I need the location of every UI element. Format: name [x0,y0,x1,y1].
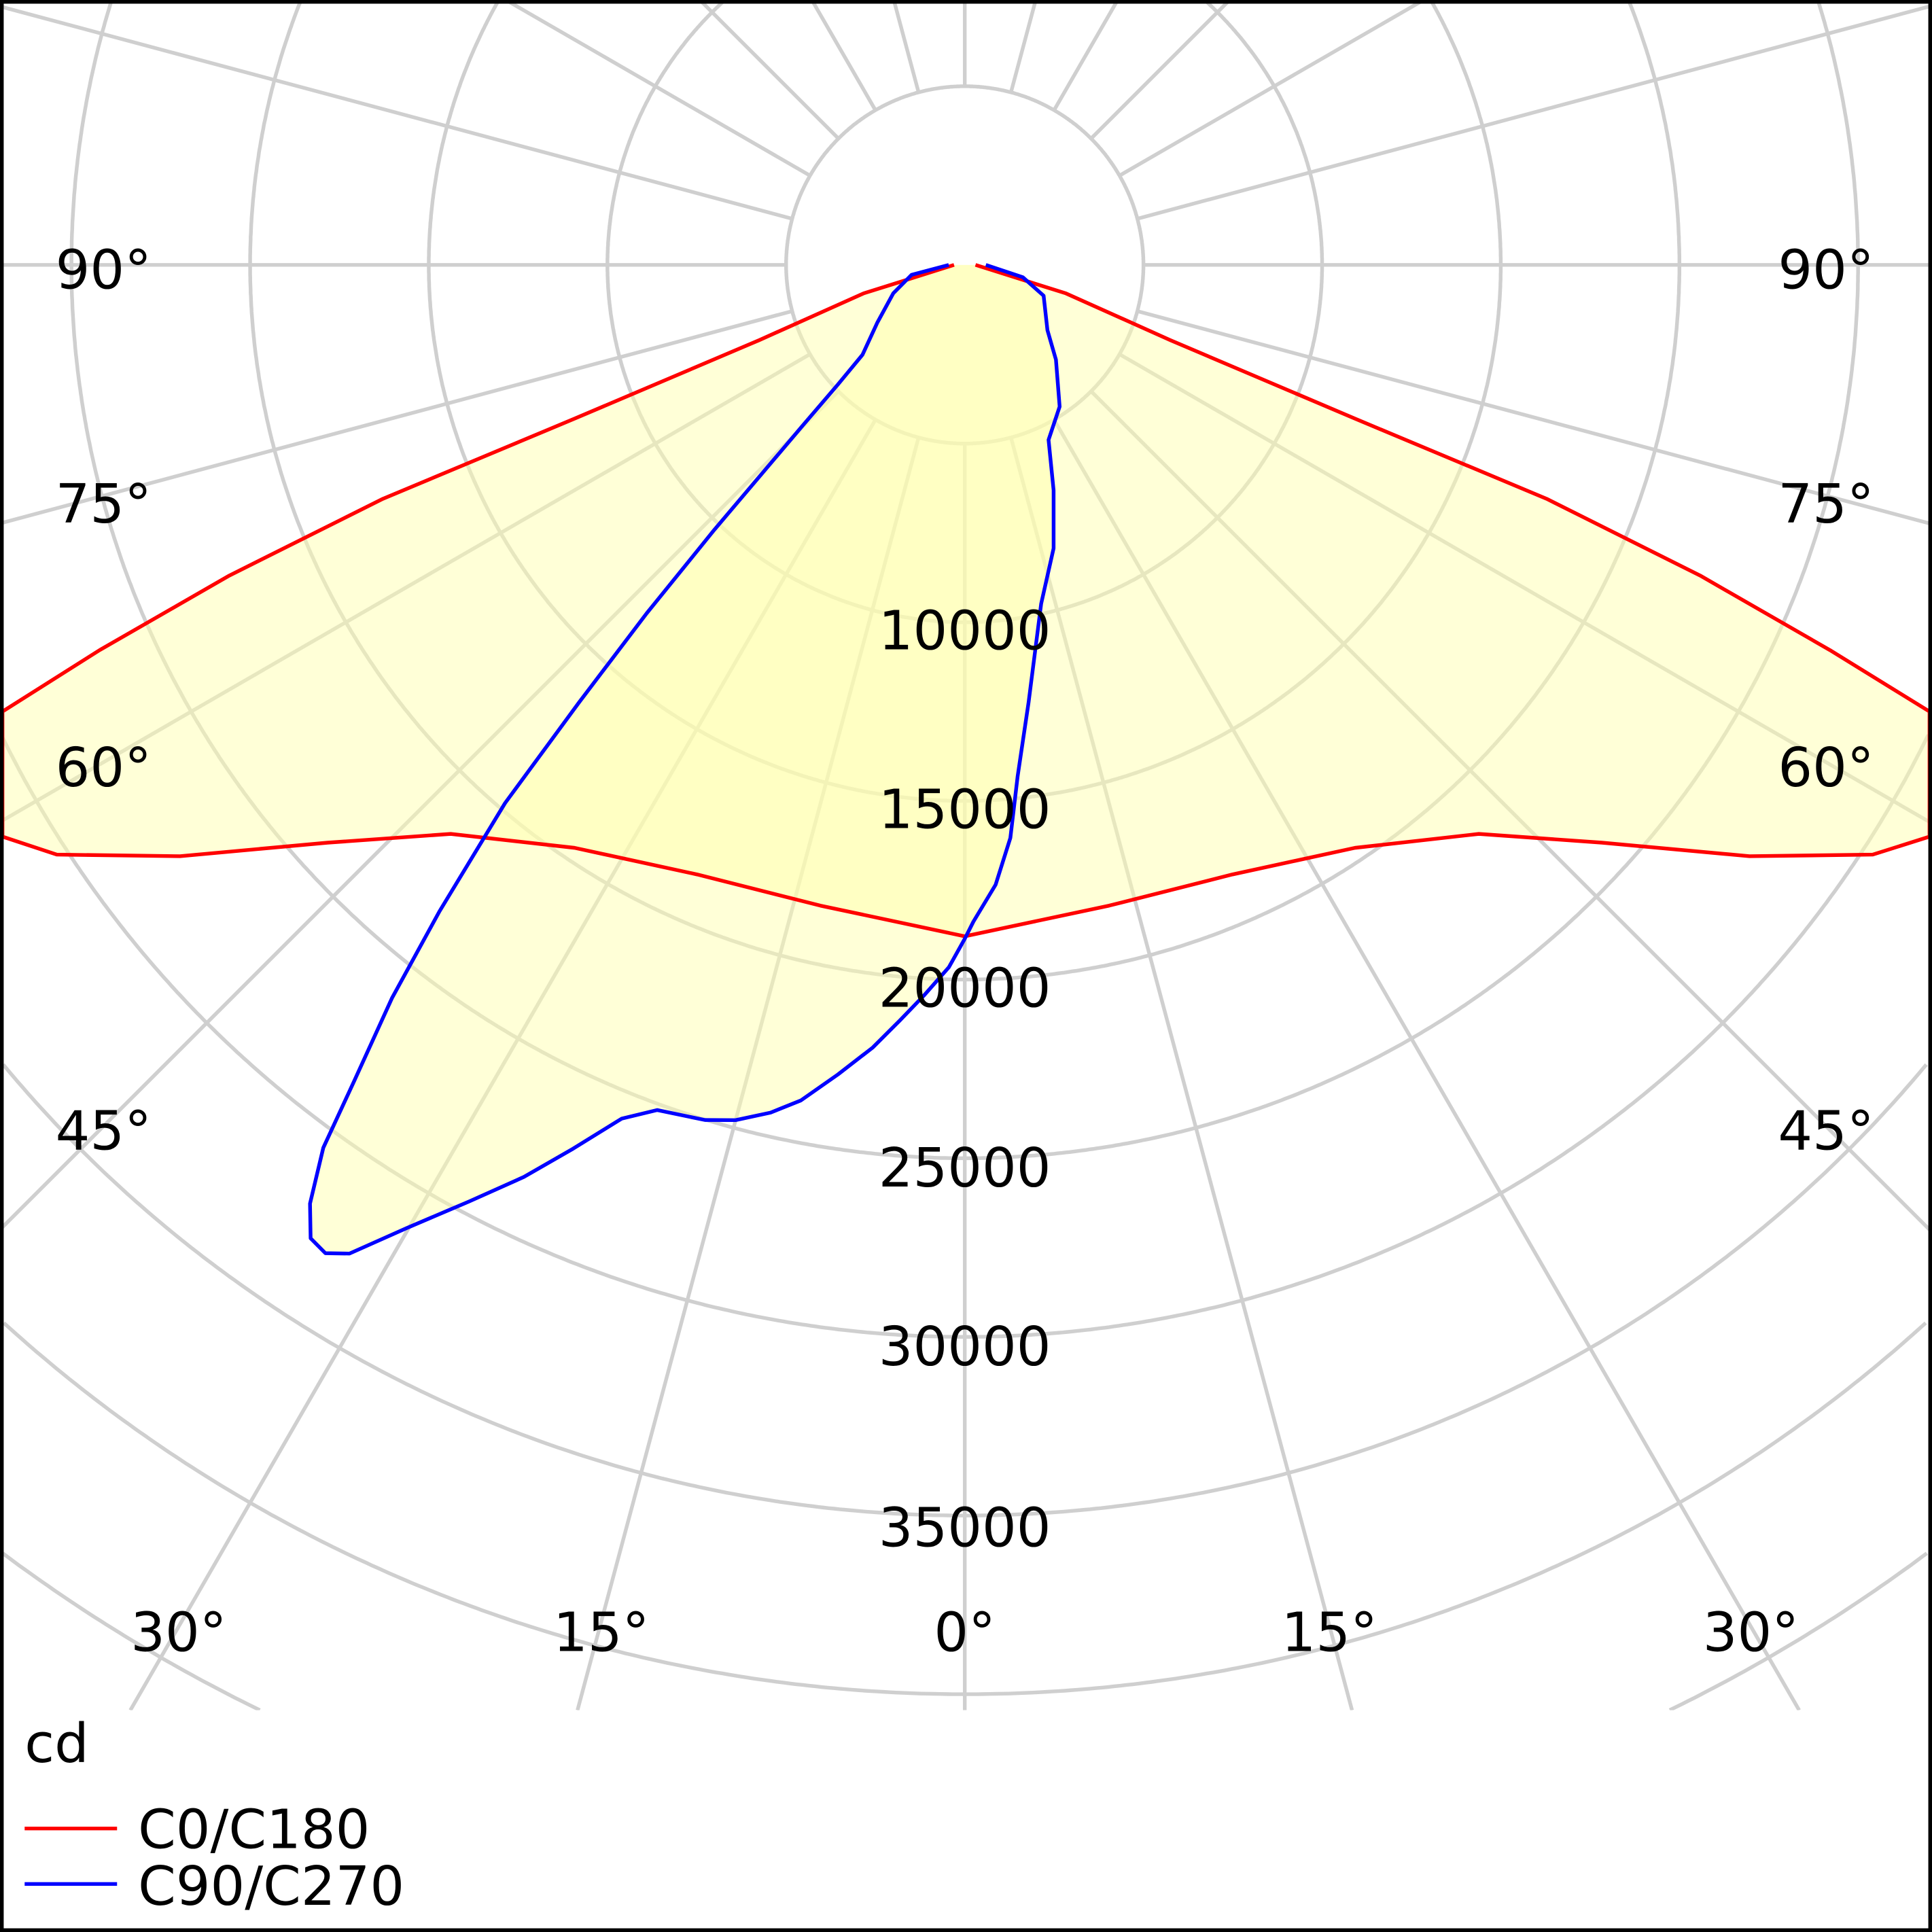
grid-spoke [1009,0,1038,93]
angle-label-right: 75° [1778,472,1874,535]
radial-tick-label: 30000 [879,1315,1051,1378]
angle-label-left: 60° [56,736,152,799]
angle-label-left: 90° [56,238,152,301]
radial-tick-label: 25000 [879,1136,1051,1199]
radial-tick-labels: 10000 15000 20000 25000 30000 35000 [879,599,1051,1560]
radial-tick-label: 20000 [879,956,1051,1019]
angle-label-right: 90° [1778,238,1874,301]
curve-fills [2,264,1930,1254]
grid-spoke [0,309,793,525]
legend-label-c90: C90/C270 [138,1855,404,1918]
legend-label-c0: C0/C180 [138,1798,370,1861]
legend: cd C0/C180 C90/C270 [24,1712,404,1918]
curve-lines [0,263,1932,1256]
angle-label-bottom: 0° [934,1601,996,1664]
curve-fill-1 [310,264,1060,1254]
radial-tick-label: 15000 [879,777,1051,841]
grid-spoke [1052,0,1120,111]
angle-label-bottom: 30° [130,1601,226,1664]
angle-label-right: 45° [1778,1100,1874,1163]
curve-line-c90-c270 [308,263,1062,1256]
grid-spoke [1137,309,1931,525]
angle-labels: 90° 75° 60° 45° 90° 75° 60° 45° 30° 15° … [56,238,1874,1664]
radial-tick-label: 35000 [879,1496,1051,1559]
angle-label-bottom: 30° [1703,1601,1799,1664]
grid-spoke [1137,4,1931,221]
grid-spoke [1089,0,1231,140]
grid-spoke [892,0,921,93]
angle-label-bottom: 15° [553,1601,649,1664]
unit-label: cd [24,1712,89,1775]
grid-spoke [1119,0,1425,177]
angle-label-left: 75° [56,472,152,535]
grid-spoke [810,0,877,111]
grid-spoke [0,4,793,221]
grid-spoke [505,0,811,177]
grid-ring [1,1551,1929,1710]
angle-label-left: 45° [56,1100,152,1163]
grid-ring [1,1063,1928,1517]
angle-label-bottom: 15° [1282,1601,1377,1664]
grid-spoke [698,0,840,140]
grid-ring [2,1321,1927,1696]
radial-tick-label: 10000 [879,599,1051,663]
angle-label-right: 60° [1778,736,1874,799]
